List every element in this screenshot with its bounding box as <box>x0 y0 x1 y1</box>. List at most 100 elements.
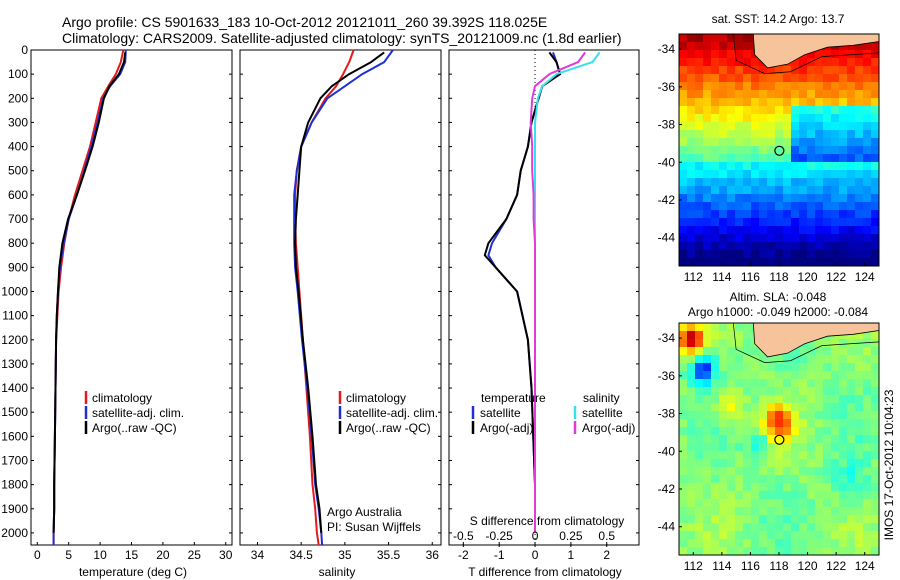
map-cell <box>839 379 847 387</box>
map-cell <box>695 162 703 170</box>
map-cell <box>687 331 695 339</box>
map-cell <box>799 507 807 515</box>
map-cell <box>791 130 799 138</box>
map-cell <box>823 443 831 451</box>
map-cell <box>871 258 879 266</box>
map-cell <box>727 403 735 411</box>
map-cell <box>687 130 695 138</box>
map-cell <box>679 355 687 363</box>
map-cell <box>687 58 695 66</box>
map-cell <box>695 331 703 339</box>
map-cell <box>783 130 791 138</box>
map-cell <box>687 186 695 194</box>
map-cell <box>759 234 767 242</box>
map-cell <box>743 258 751 266</box>
map-cell <box>807 114 815 122</box>
map-cell <box>847 138 855 146</box>
map-cell <box>679 515 687 523</box>
map-cell <box>735 363 743 371</box>
map-cell <box>759 531 767 539</box>
map-cell <box>799 515 807 523</box>
map-cell <box>735 210 743 218</box>
map-cell <box>863 178 871 186</box>
map-cell <box>727 363 735 371</box>
map-cell <box>807 226 815 234</box>
map-cell <box>711 531 719 539</box>
map-cell <box>791 234 799 242</box>
s-difference-x-tick-label: -0.5 <box>453 529 474 543</box>
map-cell <box>759 371 767 379</box>
salinity-x-tick-label: 35 <box>338 548 352 562</box>
legend-label-climatology: climatology <box>92 391 152 405</box>
map-xtick-label: 120 <box>798 270 818 284</box>
map-cell <box>831 339 839 347</box>
map-cell <box>719 339 727 347</box>
map-cell <box>823 451 831 459</box>
map-cell <box>687 419 695 427</box>
map-cell <box>735 42 743 50</box>
map-cell <box>719 387 727 395</box>
map-cell <box>847 218 855 226</box>
map-cell <box>679 419 687 427</box>
map-cell <box>823 154 831 162</box>
map-cell <box>863 403 871 411</box>
depth-tick-label: 900 <box>8 260 28 274</box>
map-cell <box>831 483 839 491</box>
map-cell <box>839 539 847 547</box>
map-cell <box>743 323 751 331</box>
header-line2: Climatology: CARS2009. Satellite-adjuste… <box>62 30 622 46</box>
map-cell <box>791 515 799 523</box>
map-ytick-label: -42 <box>658 482 676 496</box>
map-cell <box>823 427 831 435</box>
map-cell <box>743 50 751 58</box>
map-cell <box>751 178 759 186</box>
map-cell <box>727 50 735 58</box>
map-cell <box>687 323 695 331</box>
map-cell <box>743 218 751 226</box>
map-cell <box>711 234 719 242</box>
map-cell <box>711 106 719 114</box>
map-cell <box>703 210 711 218</box>
map-cell <box>807 130 815 138</box>
map-cell <box>783 443 791 451</box>
map-cell <box>703 451 711 459</box>
map-cell <box>743 491 751 499</box>
map-cell <box>727 339 735 347</box>
map-cell <box>799 202 807 210</box>
map-cell <box>767 146 775 154</box>
salinity-plot: 34 34.5 35 35.5 36 <box>251 49 439 562</box>
depth-tick-label: 1400 <box>1 381 28 395</box>
map-cell <box>775 499 783 507</box>
series-line-satellite <box>52 49 127 545</box>
map-cell <box>839 202 847 210</box>
map-cell <box>703 194 711 202</box>
map-cell <box>703 234 711 242</box>
map-cell <box>839 154 847 162</box>
map-cell <box>839 403 847 411</box>
map-cell <box>751 58 759 66</box>
map-cell <box>767 130 775 138</box>
map-cell <box>703 411 711 419</box>
map-cell <box>711 387 719 395</box>
map-cell <box>799 475 807 483</box>
map-cell <box>735 74 743 82</box>
map-cell <box>863 507 871 515</box>
map-cell <box>703 539 711 547</box>
map-cell <box>719 154 727 162</box>
map-cell <box>703 218 711 226</box>
map-cell <box>775 507 783 515</box>
map-cell <box>871 42 879 50</box>
map-cell <box>847 347 855 355</box>
map-cell <box>735 114 743 122</box>
map-cell <box>807 403 815 411</box>
map-cell <box>679 427 687 435</box>
map-cell <box>759 98 767 106</box>
map-cell <box>807 339 815 347</box>
map-cell <box>743 483 751 491</box>
map-cell <box>679 42 687 50</box>
map-cell <box>847 154 855 162</box>
map-cell <box>855 371 863 379</box>
map-cell <box>823 395 831 403</box>
map-cell <box>831 539 839 547</box>
map-cell <box>759 138 767 146</box>
